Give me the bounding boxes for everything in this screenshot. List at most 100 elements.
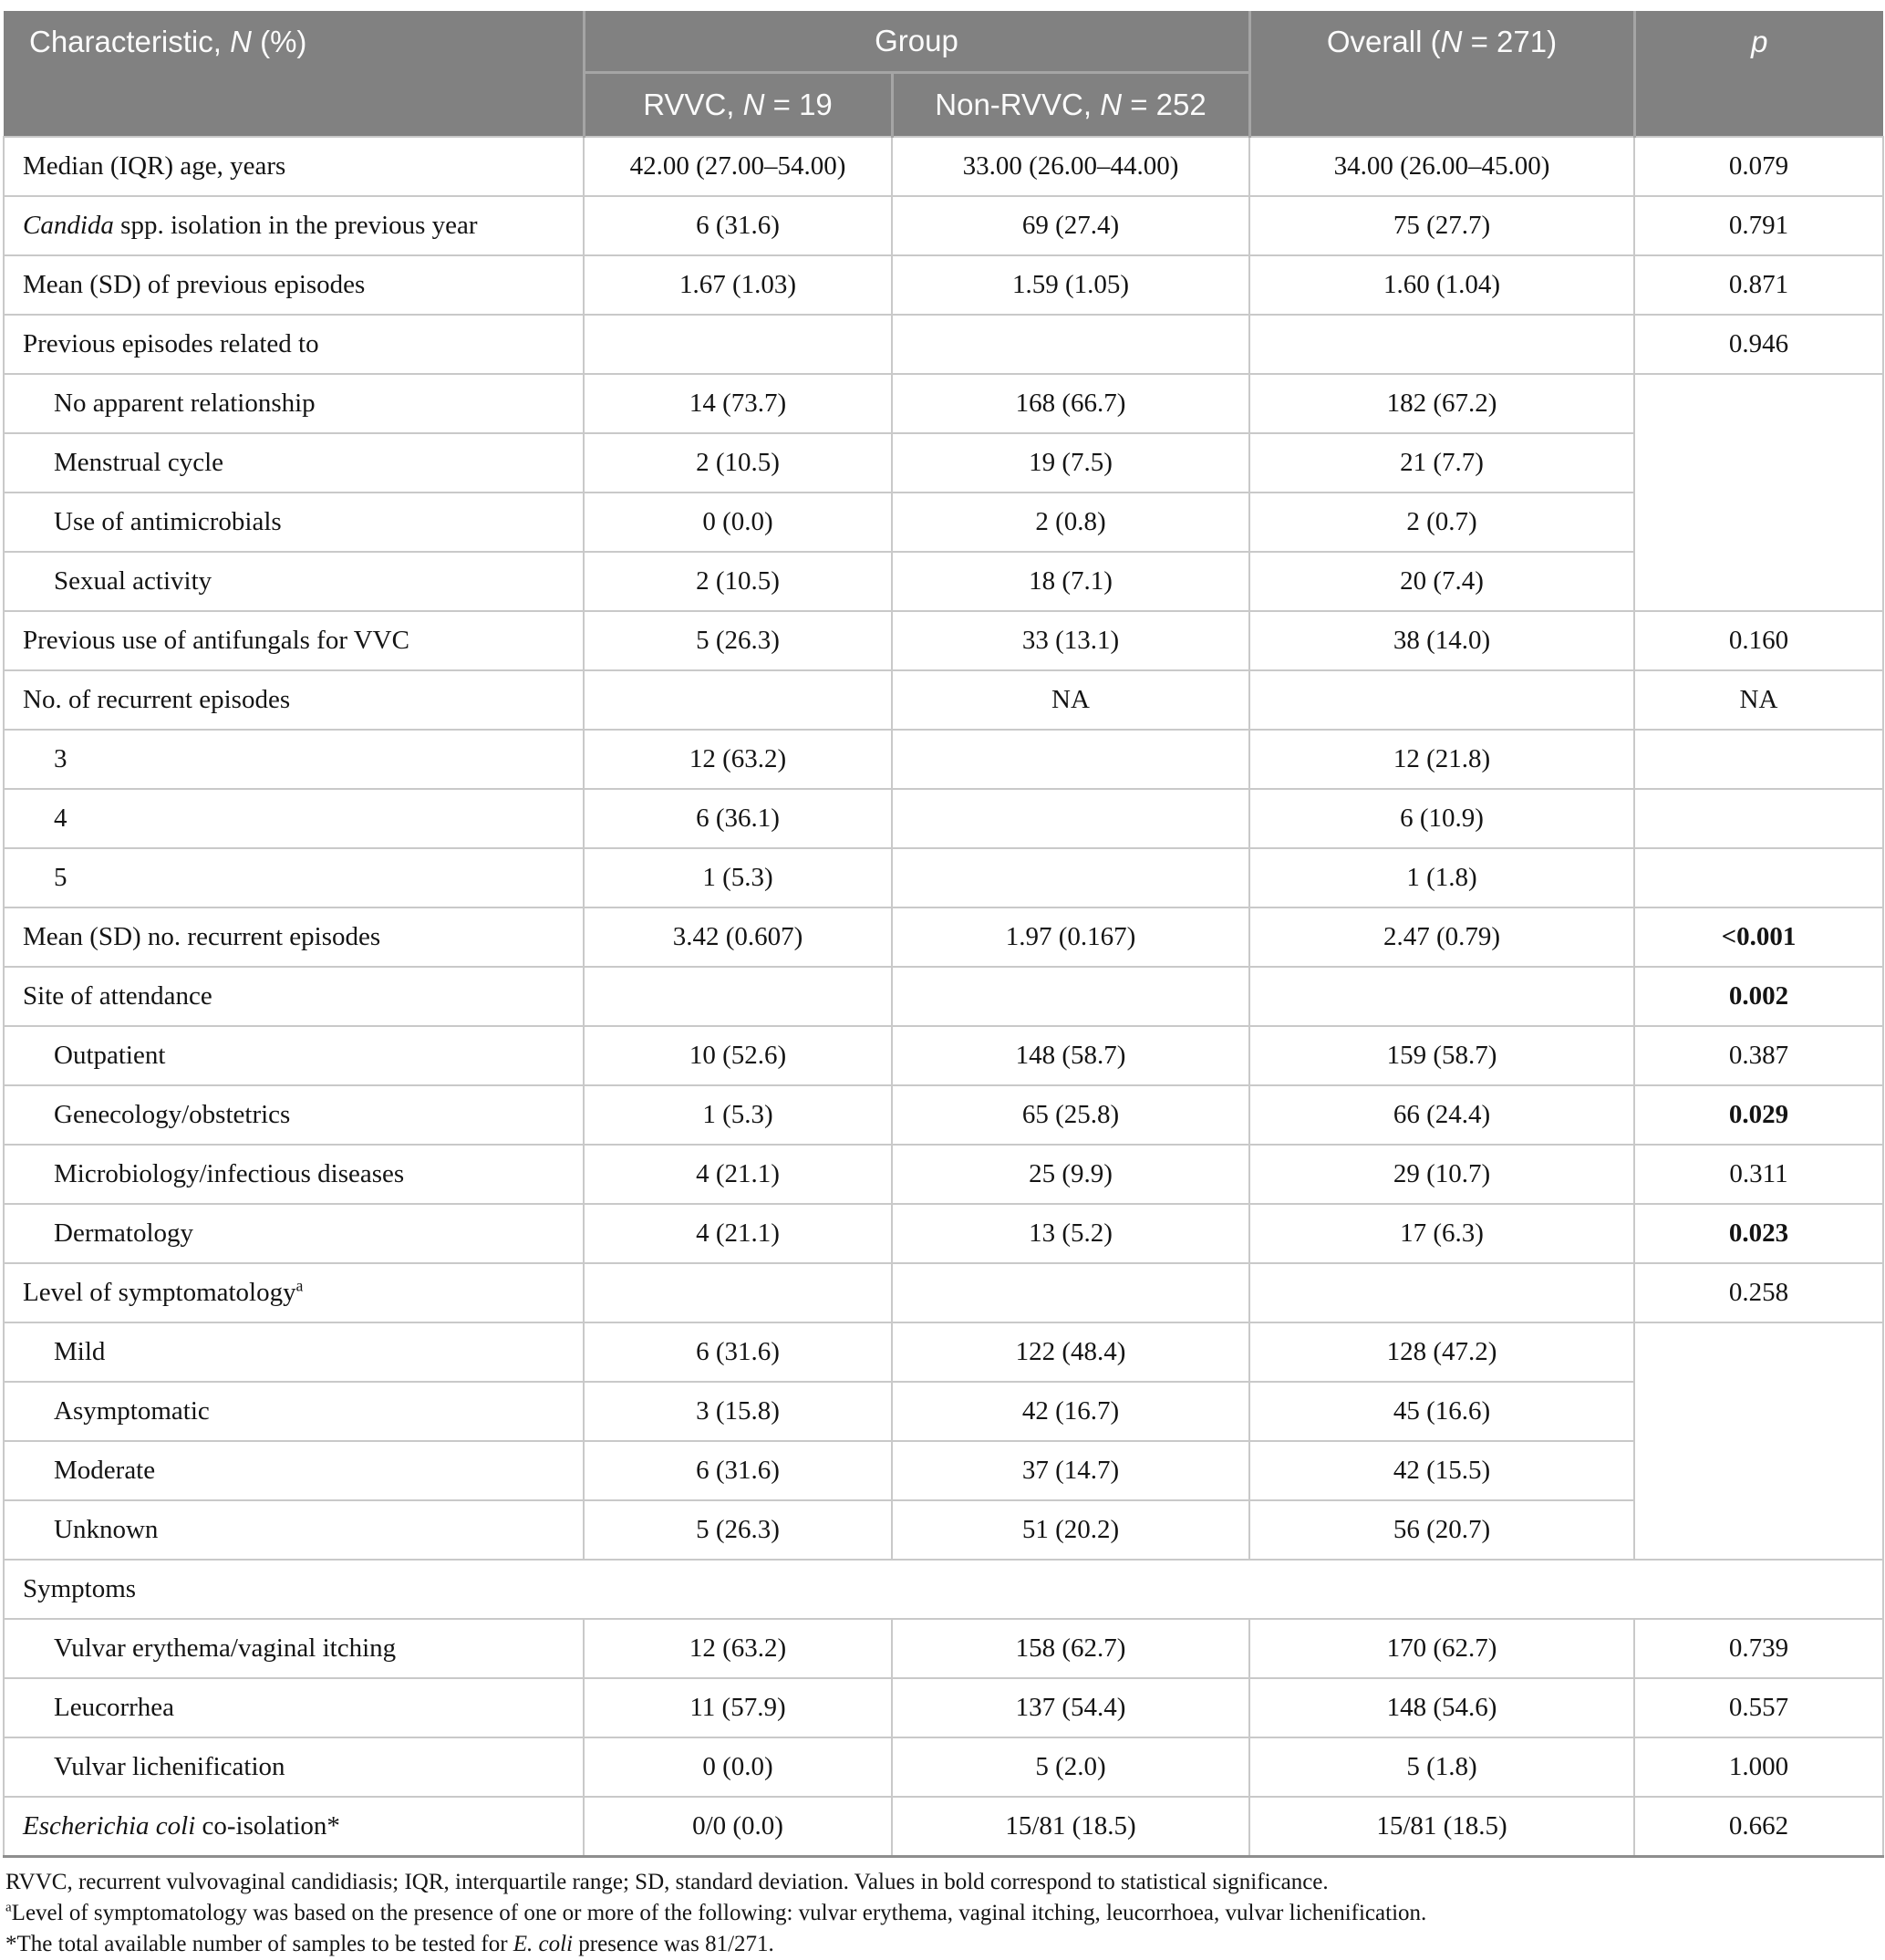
header-italic-n: N [742,88,765,121]
table-row: Median (IQR) age, years 42.00 (27.00–54.0… [3,136,1884,197]
p-value-cell [1633,847,1884,908]
row-label-cell: Moderate [3,1440,585,1501]
row-label-cell: 3 [3,729,585,790]
nonrvvc-cell: 65 (25.8) [891,1084,1250,1146]
col-header-p: p [1632,11,1883,137]
overall-cell: 17 (6.3) [1248,1203,1635,1264]
footnote-symptomatology: aLevel of symptomatology was based on th… [5,1898,1877,1929]
nonrvvc-cell: 137 (54.4) [891,1677,1250,1738]
nonrvvc-cell: 1.97 (0.167) [891,907,1250,968]
header-italic-n: N [230,25,252,58]
nonrvvc-cell: NA [891,669,1250,731]
row-label-cell: Median (IQR) age, years [3,136,585,197]
overall-cell: 45 (16.6) [1248,1381,1635,1442]
overall-cell: 29 (10.7) [1248,1144,1635,1205]
rvvc-cell [583,669,893,731]
header-italic-n: N [1100,88,1123,121]
nonrvvc-cell: 5 (2.0) [891,1737,1250,1798]
rvvc-cell: 10 (52.6) [583,1025,893,1086]
p-value-cell: 0.662 [1633,1796,1884,1858]
header-row-1: Characteristic, N (%) Group Overall (N =… [4,11,1883,137]
row-label-cell: 5 [3,847,585,908]
p-value-cell: 0.871 [1633,254,1884,316]
rvvc-cell: 6 (31.6) [583,195,893,256]
nonrvvc-cell [891,788,1250,849]
nonrvvc-cell: 158 (62.7) [891,1618,1250,1679]
rvvc-cell: 42.00 (27.00–54.00) [583,136,893,197]
col-header-characteristic: Characteristic, N (%) [4,11,584,137]
header-text: Characteristic, [29,25,231,58]
footnote-text: Level of symptomatology was based on the… [11,1901,1427,1925]
col-header-group: Group [582,11,1249,74]
nonrvvc-cell: 19 (7.5) [891,432,1250,493]
table-row: Previous use of antifungals for VVC 5 (26… [3,610,1884,671]
p-value-cell [1633,729,1884,790]
row-label-cell: Unknown [3,1499,585,1561]
table-row: Dermatology 4 (21.1) 13 (5.2) 17 (6.3) 0.023 [3,1203,1884,1264]
rvvc-cell: 0/0 (0.0) [583,1796,893,1858]
rvvc-cell: 2 (10.5) [583,551,893,612]
row-label-cell: Use of antimicrobials [3,492,585,553]
overall-cell: 2.47 (0.79) [1248,907,1635,968]
nonrvvc-cell: 33 (13.1) [891,610,1250,671]
nonrvvc-cell: 42 (16.7) [891,1381,1250,1442]
p-value-cell: 0.002 [1633,966,1884,1027]
row-label-cell: Vulvar lichenification [3,1737,585,1798]
overall-cell [1248,314,1635,375]
header-text: (%) [251,25,307,58]
header-row-2: RVVC, N = 19 Non-RVVC, N = 252 [4,72,1883,137]
rvvc-cell: 0 (0.0) [583,1737,893,1798]
row-label-cell: Asymptomatic [3,1381,585,1442]
row-label-cell: Mean (SD) of previous episodes [3,254,585,316]
table-row: Menstrual cycle 2 (10.5) 19 (7.5) 21 (7.7) [3,432,1883,493]
table-row: Outpatient 10 (52.6) 148 (58.7) 159 (58.7) 0… [3,1025,1884,1086]
rvvc-cell: 11 (57.9) [583,1677,893,1738]
nonrvvc-cell [891,966,1250,1027]
footnote-ecoli: *The total available number of samples t… [5,1929,1877,1960]
rvvc-cell: 6 (31.6) [583,1322,893,1383]
table-header: Characteristic, N (%) Group Overall (N =… [4,11,1883,137]
p-value-cell: 0.946 [1633,314,1884,375]
table-row: 3 12 (63.2) 12 (21.8) [3,729,1884,790]
row-label-cell: Dermatology [3,1203,585,1264]
nonrvvc-cell: 25 (9.9) [891,1144,1250,1205]
p-value-cell [1633,1322,1884,1561]
nonrvvc-cell: 122 (48.4) [891,1322,1250,1383]
p-value-cell: 0.023 [1633,1203,1884,1264]
table-row: Vulvar erythema/vaginal itching 12 (63.2)… [3,1618,1884,1679]
rvvc-cell: 6 (31.6) [583,1440,893,1501]
table-row: Mean (SD) no. recurrent episodes 3.42 (0.… [3,907,1884,968]
header-text: = 271) [1462,25,1558,58]
rvvc-cell [583,966,893,1027]
p-value-cell: NA [1633,669,1884,731]
rvvc-cell [583,314,893,375]
rvvc-cell: 0 (0.0) [583,492,893,553]
nonrvvc-cell: 37 (14.7) [891,1440,1250,1501]
table-row: No. of recurrent episodes NA NA [3,669,1884,731]
header-italic-p: p [1751,25,1768,58]
rvvc-cell: 2 (10.5) [583,432,893,493]
overall-cell: 5 (1.8) [1248,1737,1635,1798]
header-text: RVVC, [643,88,743,121]
nonrvvc-cell: 1.59 (1.05) [891,254,1250,316]
row-label-cell: Sexual activity [3,551,585,612]
overall-cell: 1.60 (1.04) [1248,254,1635,316]
col-header-rvvc: RVVC, N = 19 [582,72,892,137]
nonrvvc-cell: 69 (27.4) [891,195,1250,256]
table-row: Use of antimicrobials 0 (0.0) 2 (0.8) 2 (0.… [3,492,1883,553]
p-value-cell: <0.001 [1633,907,1884,968]
overall-cell: 182 (67.2) [1248,373,1635,434]
p-value-cell [1633,788,1884,849]
p-value-cell: 0.258 [1633,1262,1884,1323]
rvvc-cell: 1.67 (1.03) [583,254,893,316]
rvvc-cell: 6 (36.1) [583,788,893,849]
header-italic-n: N [1440,25,1463,58]
table-row: Previous episodes related to 0.946 [3,314,1884,375]
p-value-cell: 0.387 [1633,1025,1884,1086]
table-row: Leucorrhea 11 (57.9) 137 (54.4) 148 (54.6) 0… [3,1677,1884,1738]
rvvc-cell: 4 (21.1) [583,1144,893,1205]
table-row: Vulvar lichenification 0 (0.0) 5 (2.0) 5 (1… [3,1737,1884,1798]
